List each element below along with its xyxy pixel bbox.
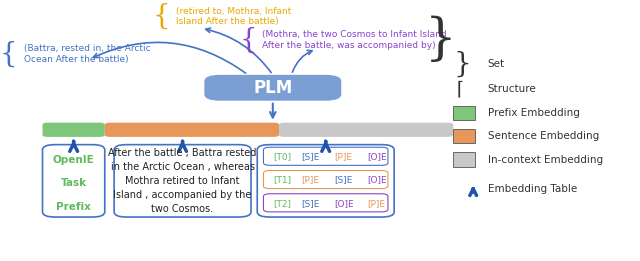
Text: }: }	[426, 15, 457, 65]
Text: [O]E: [O]E	[334, 199, 353, 208]
FancyBboxPatch shape	[264, 170, 388, 189]
Text: OpenIE: OpenIE	[52, 155, 95, 165]
FancyBboxPatch shape	[42, 123, 105, 137]
FancyBboxPatch shape	[453, 106, 475, 120]
Text: (Mothra, the two Cosmos to Infant Island
After the battle, was accompanied by): (Mothra, the two Cosmos to Infant Island…	[262, 30, 447, 50]
Text: {: {	[152, 3, 170, 30]
Text: [O]E: [O]E	[367, 176, 387, 185]
Text: Prefix: Prefix	[56, 202, 91, 212]
Text: [T2]: [T2]	[273, 199, 291, 208]
Text: Prefix Embedding: Prefix Embedding	[488, 108, 579, 118]
Text: [O]E: [O]E	[367, 152, 387, 161]
FancyBboxPatch shape	[204, 75, 341, 101]
Text: Embedding Table: Embedding Table	[488, 183, 577, 194]
Text: Task: Task	[61, 179, 86, 188]
Text: [P]E: [P]E	[301, 176, 319, 185]
Text: [T1]: [T1]	[273, 176, 291, 185]
FancyBboxPatch shape	[279, 123, 453, 137]
Text: [S]E: [S]E	[301, 199, 319, 208]
Text: Sentence Embedding: Sentence Embedding	[488, 131, 599, 141]
Text: ⌈: ⌈	[453, 80, 465, 99]
FancyBboxPatch shape	[105, 123, 279, 137]
Text: PLM: PLM	[253, 79, 292, 97]
Text: {: {	[0, 41, 18, 68]
FancyBboxPatch shape	[264, 147, 388, 165]
FancyBboxPatch shape	[42, 145, 105, 217]
FancyBboxPatch shape	[453, 152, 475, 167]
Text: After the battle , Battra rested
in the Arctic Ocean , whereas
Mothra retired to: After the battle , Battra rested in the …	[108, 148, 257, 214]
FancyBboxPatch shape	[453, 129, 475, 143]
FancyBboxPatch shape	[114, 145, 251, 217]
Text: Set: Set	[488, 60, 505, 69]
Text: [S]E: [S]E	[301, 152, 319, 161]
Text: (retired to, Mothra, Infant
Island After the battle): (retired to, Mothra, Infant Island After…	[177, 7, 292, 26]
Text: }: }	[453, 51, 471, 78]
Text: {: {	[239, 26, 257, 54]
Text: [S]E: [S]E	[334, 176, 352, 185]
Text: [P]E: [P]E	[334, 152, 352, 161]
Text: Structure: Structure	[488, 84, 536, 94]
Text: (Battra, rested in, the Arctic
Ocean After the battle): (Battra, rested in, the Arctic Ocean Aft…	[24, 44, 150, 64]
Text: [T0]: [T0]	[273, 152, 291, 161]
Text: [P]E: [P]E	[367, 199, 385, 208]
FancyBboxPatch shape	[257, 145, 394, 217]
FancyBboxPatch shape	[264, 194, 388, 212]
Text: In-context Embedding: In-context Embedding	[488, 155, 603, 165]
